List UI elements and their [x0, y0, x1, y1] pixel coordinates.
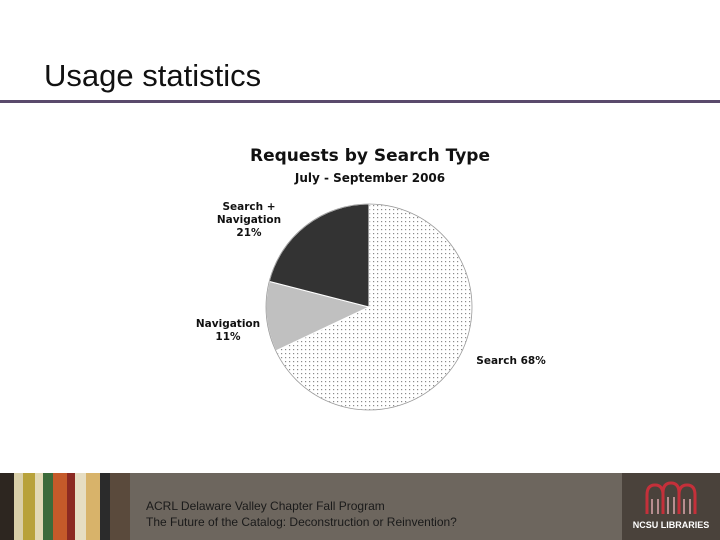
footer-line-2: The Future of the Catalog: Deconstructio…: [146, 515, 457, 529]
slice-label-line: Navigation: [216, 214, 282, 226]
chart-subtitle: July - September 2006: [294, 171, 446, 185]
footer-band: ACRL Delaware Valley Chapter Fall Progra…: [0, 473, 720, 540]
slice-label-line: Navigation: [195, 318, 261, 330]
book-spine: [14, 473, 23, 540]
logo-arches-icon: [645, 481, 697, 514]
book-spine: [86, 473, 100, 540]
slice-label-line: Search 68%: [476, 355, 546, 367]
book-spine: [43, 473, 53, 540]
slice-label-line: 21%: [236, 227, 262, 239]
footer-line-1: ACRL Delaware Valley Chapter Fall Progra…: [146, 499, 385, 513]
book-spine: [35, 473, 43, 540]
book-spine: [110, 473, 130, 540]
logo-text: NCSU LIBRARIES: [632, 520, 710, 530]
slide-title: Usage statistics: [44, 58, 262, 93]
slice-label-navigation: Navigation 11%: [190, 318, 266, 344]
title-divider: [0, 100, 720, 103]
book-spine: [53, 473, 67, 540]
books-image: [0, 473, 130, 540]
chart-title: Requests by Search Type: [250, 146, 490, 166]
footer-text: ACRL Delaware Valley Chapter Fall Progra…: [146, 498, 457, 530]
book-spine: [0, 473, 14, 540]
book-spine: [23, 473, 35, 540]
book-spine: [67, 473, 75, 540]
book-spine: [100, 473, 110, 540]
slice-label-search: Search 68%: [466, 355, 556, 368]
pie-outline: [265, 203, 473, 411]
slice-label-line: 11%: [215, 331, 241, 343]
slice-label-search-navigation: Search + Navigation 21%: [206, 201, 292, 240]
ncsu-libraries-logo: NCSU LIBRARIES: [622, 473, 720, 540]
slice-label-line: Search +: [222, 201, 276, 213]
book-spine: [75, 473, 86, 540]
